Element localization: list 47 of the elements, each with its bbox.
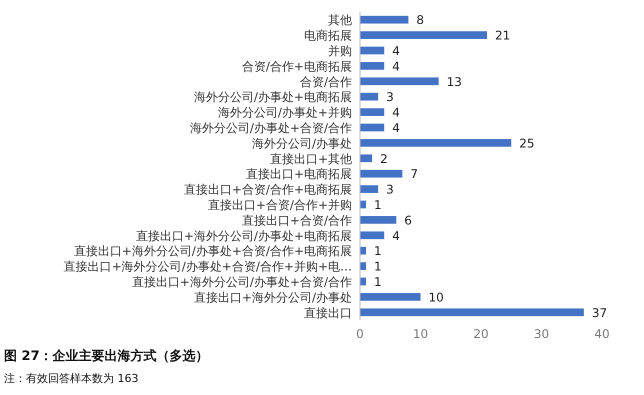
y-tick-label: 并购 bbox=[328, 44, 352, 58]
data-label: 4 bbox=[392, 106, 400, 120]
y-tick-label: 海外分公司/办事处+电商拓展 bbox=[194, 90, 352, 104]
data-label: 3 bbox=[386, 182, 394, 197]
data-label: 4 bbox=[392, 59, 400, 74]
data-label: 13 bbox=[446, 74, 462, 89]
y-tick-label: 直接出口+其他 bbox=[270, 152, 352, 166]
y-tick-label: 直接出口+合资/合作 bbox=[242, 213, 352, 228]
y-tick-label: 合资/合作+电商拓展 bbox=[242, 59, 352, 74]
y-tick-label: 直接出口 bbox=[304, 306, 352, 320]
y-tick-label: 直接出口+海外分公司/办事处 bbox=[194, 290, 352, 304]
data-label: 21 bbox=[495, 28, 510, 43]
x-tick-label: 30 bbox=[534, 327, 550, 341]
data-label: 7 bbox=[410, 167, 418, 182]
data-label: 6 bbox=[404, 213, 412, 228]
data-label: 1 bbox=[374, 198, 382, 212]
y-tick-label: 海外分公司/办事处+并购 bbox=[218, 106, 352, 120]
y-tick-label: 合资/合作 bbox=[300, 74, 352, 89]
text: 注：有效回答样本数为 163 bbox=[4, 372, 138, 385]
data-label: 4 bbox=[392, 228, 400, 243]
y-tick-label: 其他 bbox=[328, 13, 352, 28]
text: 图 27：企业主要出海方式（多选） bbox=[4, 348, 209, 364]
y-tick-label: 电商拓展 bbox=[304, 28, 352, 43]
y-tick-label: 直接出口+合资/合作+电商拓展 bbox=[184, 182, 352, 197]
x-tick-label: 0 bbox=[356, 327, 364, 341]
data-label: 8 bbox=[416, 13, 424, 28]
y-tick-label: 直接出口+电商拓展 bbox=[246, 167, 352, 182]
data-label: 3 bbox=[386, 90, 394, 104]
data-label: 4 bbox=[392, 121, 400, 135]
data-label: 4 bbox=[392, 44, 400, 58]
data-label: 25 bbox=[519, 136, 535, 150]
y-tick-label: 海外分公司/办事处 bbox=[252, 136, 352, 150]
x-tick-label: 10 bbox=[412, 327, 428, 341]
y-tick-label: 直接出口+海外分公司/办事处+电商拓展 bbox=[136, 228, 352, 243]
y-tick-label: 直接出口+海外分公司/办事处+合资/合作 bbox=[132, 275, 352, 289]
y-tick-label: 直接出口+海外分公司/办事处+合资/合作+并购+电… bbox=[64, 260, 352, 274]
data-label: 2 bbox=[380, 152, 388, 166]
x-tick-label: 20 bbox=[473, 327, 489, 341]
y-tick-label: 海外分公司/办事处+合资/合作 bbox=[190, 121, 352, 135]
data-label: 10 bbox=[428, 290, 444, 304]
x-tick-label: 40 bbox=[594, 327, 610, 341]
y-tick-label: 直接出口+海外分公司/办事处+合资/合作+电商拓展 bbox=[74, 244, 352, 258]
data-label: 1 bbox=[374, 275, 382, 289]
y-tick-label: 直接出口+合资/合作+并购 bbox=[208, 198, 352, 212]
data-label: 37 bbox=[592, 306, 608, 320]
data-label: 1 bbox=[374, 260, 382, 274]
data-label: 1 bbox=[374, 244, 382, 258]
